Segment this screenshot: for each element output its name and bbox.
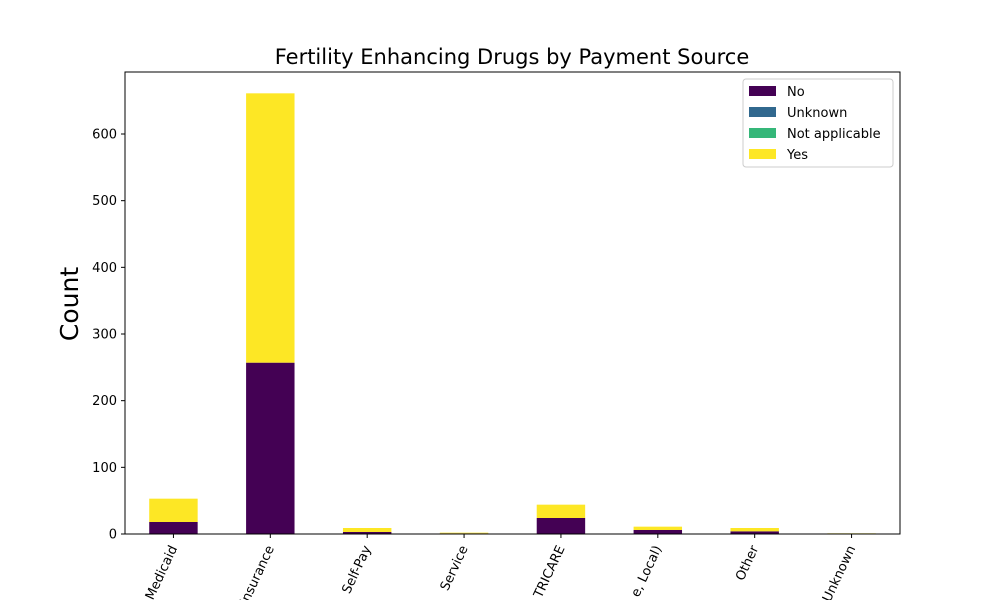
- bar-no-2: [342, 532, 392, 534]
- legend: No Unknown Not applicable Yes: [742, 78, 894, 168]
- bar-no-5: [633, 530, 683, 534]
- legend-swatch: [749, 107, 776, 117]
- x-tick-label: Unknown: [820, 543, 859, 600]
- legend-box: [742, 78, 894, 168]
- legend-label: Not applicable: [787, 127, 881, 142]
- x-tick-label: Service: [438, 543, 472, 593]
- y-tick-label: 600: [92, 128, 117, 143]
- bar-yes-6: [730, 528, 779, 532]
- bar-no-6: [730, 531, 779, 534]
- x-tick-label: e, Local): [629, 543, 666, 599]
- bar-no-1: [246, 362, 295, 534]
- y-tick-label: 400: [92, 261, 117, 276]
- bar-yes-2: [342, 528, 392, 532]
- legend-label: Unknown: [787, 106, 847, 121]
- legend-swatch: [749, 149, 776, 159]
- y-tick-label: 200: [92, 394, 117, 409]
- bar-yes-5: [633, 526, 683, 530]
- legend-swatch: [749, 86, 776, 96]
- x-tick-label: Medicaid: [143, 543, 181, 600]
- y-axis: 0 100 200 300 400 500 600: [92, 128, 125, 543]
- x-tick-label: Insurance: [237, 543, 278, 600]
- x-tick-label: Self-Pay: [340, 543, 375, 596]
- legend-label: No: [787, 85, 805, 100]
- y-tick-label: 500: [92, 194, 117, 209]
- bar-yes-1: [246, 93, 295, 363]
- y-tick-label: 0: [109, 528, 117, 543]
- y-tick-label: 300: [92, 328, 117, 343]
- chart-title: Fertility Enhancing Drugs by Payment Sou…: [275, 45, 750, 69]
- x-tick-labels: Medicaid Insurance Self-Pay Service TRICARE e…: [143, 543, 859, 600]
- bars-layer: [149, 93, 876, 534]
- plot-frame: [124, 71, 901, 535]
- y-tick-label: 100: [92, 461, 117, 476]
- x-tick-label: TRICARE: [531, 543, 569, 600]
- y-axis-label: Count: [55, 267, 84, 341]
- bar-yes-3: [439, 532, 489, 534]
- bar-yes-0: [149, 498, 198, 522]
- x-tick-label: Other: [733, 543, 762, 583]
- bar-no-0: [149, 522, 198, 534]
- legend-label: Yes: [786, 148, 808, 163]
- bar-no-4: [536, 518, 586, 534]
- x-axis: Medicaid Insurance Self-Pay Service TRICARE e…: [143, 534, 859, 600]
- bar-yes-4: [536, 504, 586, 518]
- legend-swatch: [749, 128, 776, 138]
